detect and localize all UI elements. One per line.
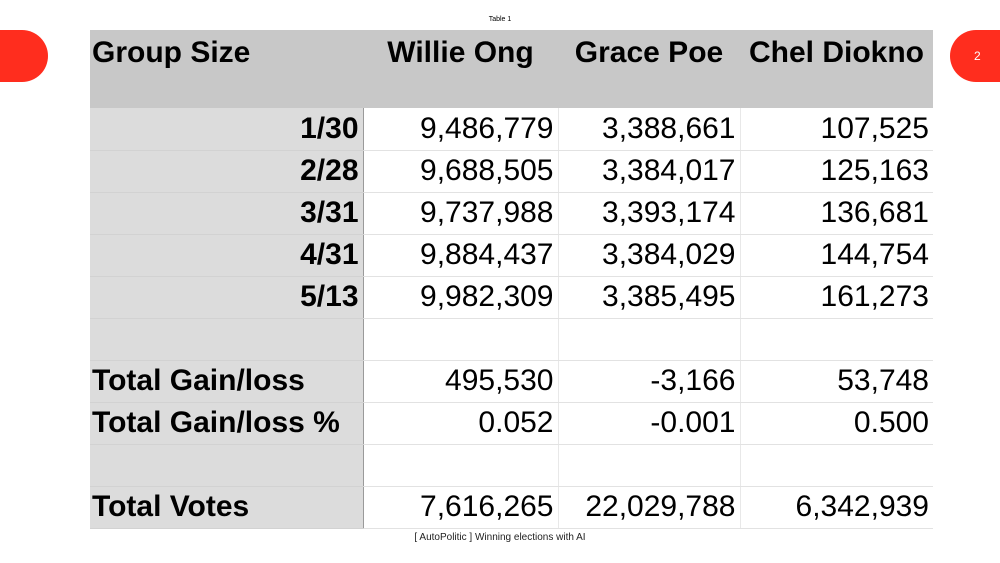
cell-willie-ong: 9,737,988 bbox=[363, 192, 559, 235]
table-row-total-gain-loss-percent: Total Gain/loss % 0.052 -0.001 0.500 bbox=[90, 402, 933, 445]
table-row-total-gain-loss: Total Gain/loss 495,530 -3,166 53,748 bbox=[90, 360, 933, 403]
cell-chel-diokno: 0.500 bbox=[740, 402, 933, 445]
cell-grace-poe: -0.001 bbox=[558, 402, 741, 445]
cell-grace-poe: 3,384,017 bbox=[558, 150, 741, 193]
cell-chel-diokno: 125,163 bbox=[740, 150, 933, 193]
table-caption: Table 1 bbox=[488, 16, 512, 23]
table-row: 3/31 9,737,988 3,393,174 136,681 bbox=[90, 192, 933, 235]
row-label bbox=[90, 318, 364, 361]
cell-willie-ong: 9,486,779 bbox=[363, 108, 559, 151]
cell-willie-ong: 0.052 bbox=[363, 402, 559, 445]
cell-grace-poe bbox=[558, 318, 741, 361]
table-row-blank bbox=[90, 318, 933, 361]
row-label: 3/31 bbox=[90, 192, 364, 235]
cell-grace-poe bbox=[558, 444, 741, 487]
cell-grace-poe: 3,385,495 bbox=[558, 276, 741, 319]
cell-willie-ong bbox=[363, 444, 559, 487]
left-accent-tab bbox=[0, 30, 48, 82]
cell-chel-diokno bbox=[740, 444, 933, 487]
table-row: 5/13 9,982,309 3,385,495 161,273 bbox=[90, 276, 933, 319]
table-row: 4/31 9,884,437 3,384,029 144,754 bbox=[90, 234, 933, 277]
cell-willie-ong: 9,982,309 bbox=[363, 276, 559, 319]
cell-willie-ong: 9,884,437 bbox=[363, 234, 559, 277]
cell-grace-poe: -3,166 bbox=[558, 360, 741, 403]
cell-chel-diokno: 161,273 bbox=[740, 276, 933, 319]
cell-chel-diokno: 136,681 bbox=[740, 192, 933, 235]
cell-willie-ong bbox=[363, 318, 559, 361]
header-row: Group Size Willie Ong Grace Poe Chel Dio… bbox=[90, 30, 933, 108]
page-number-tab: 2 bbox=[950, 30, 1000, 82]
table-row-blank bbox=[90, 444, 933, 487]
table-row: 2/28 9,688,505 3,384,017 125,163 bbox=[90, 150, 933, 193]
row-label: 2/28 bbox=[90, 150, 364, 193]
cell-willie-ong: 9,688,505 bbox=[363, 150, 559, 193]
row-label: Total Votes bbox=[90, 486, 364, 529]
header-grace-poe: Grace Poe bbox=[558, 30, 740, 108]
cell-willie-ong: 495,530 bbox=[363, 360, 559, 403]
table-row-total-votes: Total Votes 7,616,265 22,029,788 6,342,9… bbox=[90, 486, 933, 529]
row-label: Total Gain/loss % bbox=[90, 402, 364, 445]
header-group-size: Group Size bbox=[90, 30, 363, 108]
header-chel-diokno: Chel Diokno bbox=[740, 30, 933, 108]
cell-chel-diokno: 6,342,939 bbox=[740, 486, 933, 529]
table-row: 1/30 9,486,779 3,388,661 107,525 bbox=[90, 108, 933, 151]
header-willie-ong: Willie Ong bbox=[363, 30, 558, 108]
cell-grace-poe: 22,029,788 bbox=[558, 486, 741, 529]
cell-chel-diokno: 144,754 bbox=[740, 234, 933, 277]
row-label: 4/31 bbox=[90, 234, 364, 277]
cell-chel-diokno: 107,525 bbox=[740, 108, 933, 151]
row-label: 5/13 bbox=[90, 276, 364, 319]
cell-chel-diokno: 53,748 bbox=[740, 360, 933, 403]
page-number: 2 bbox=[974, 49, 981, 63]
cell-grace-poe: 3,393,174 bbox=[558, 192, 741, 235]
row-label bbox=[90, 444, 364, 487]
results-table: Group Size Willie Ong Grace Poe Chel Dio… bbox=[90, 30, 933, 529]
row-label: Total Gain/loss bbox=[90, 360, 364, 403]
cell-grace-poe: 3,384,029 bbox=[558, 234, 741, 277]
cell-grace-poe: 3,388,661 bbox=[558, 108, 741, 151]
row-label: 1/30 bbox=[90, 108, 364, 151]
slide-footer: [ AutoPolitic ] Winning elections with A… bbox=[414, 532, 586, 543]
cell-chel-diokno bbox=[740, 318, 933, 361]
cell-willie-ong: 7,616,265 bbox=[363, 486, 559, 529]
